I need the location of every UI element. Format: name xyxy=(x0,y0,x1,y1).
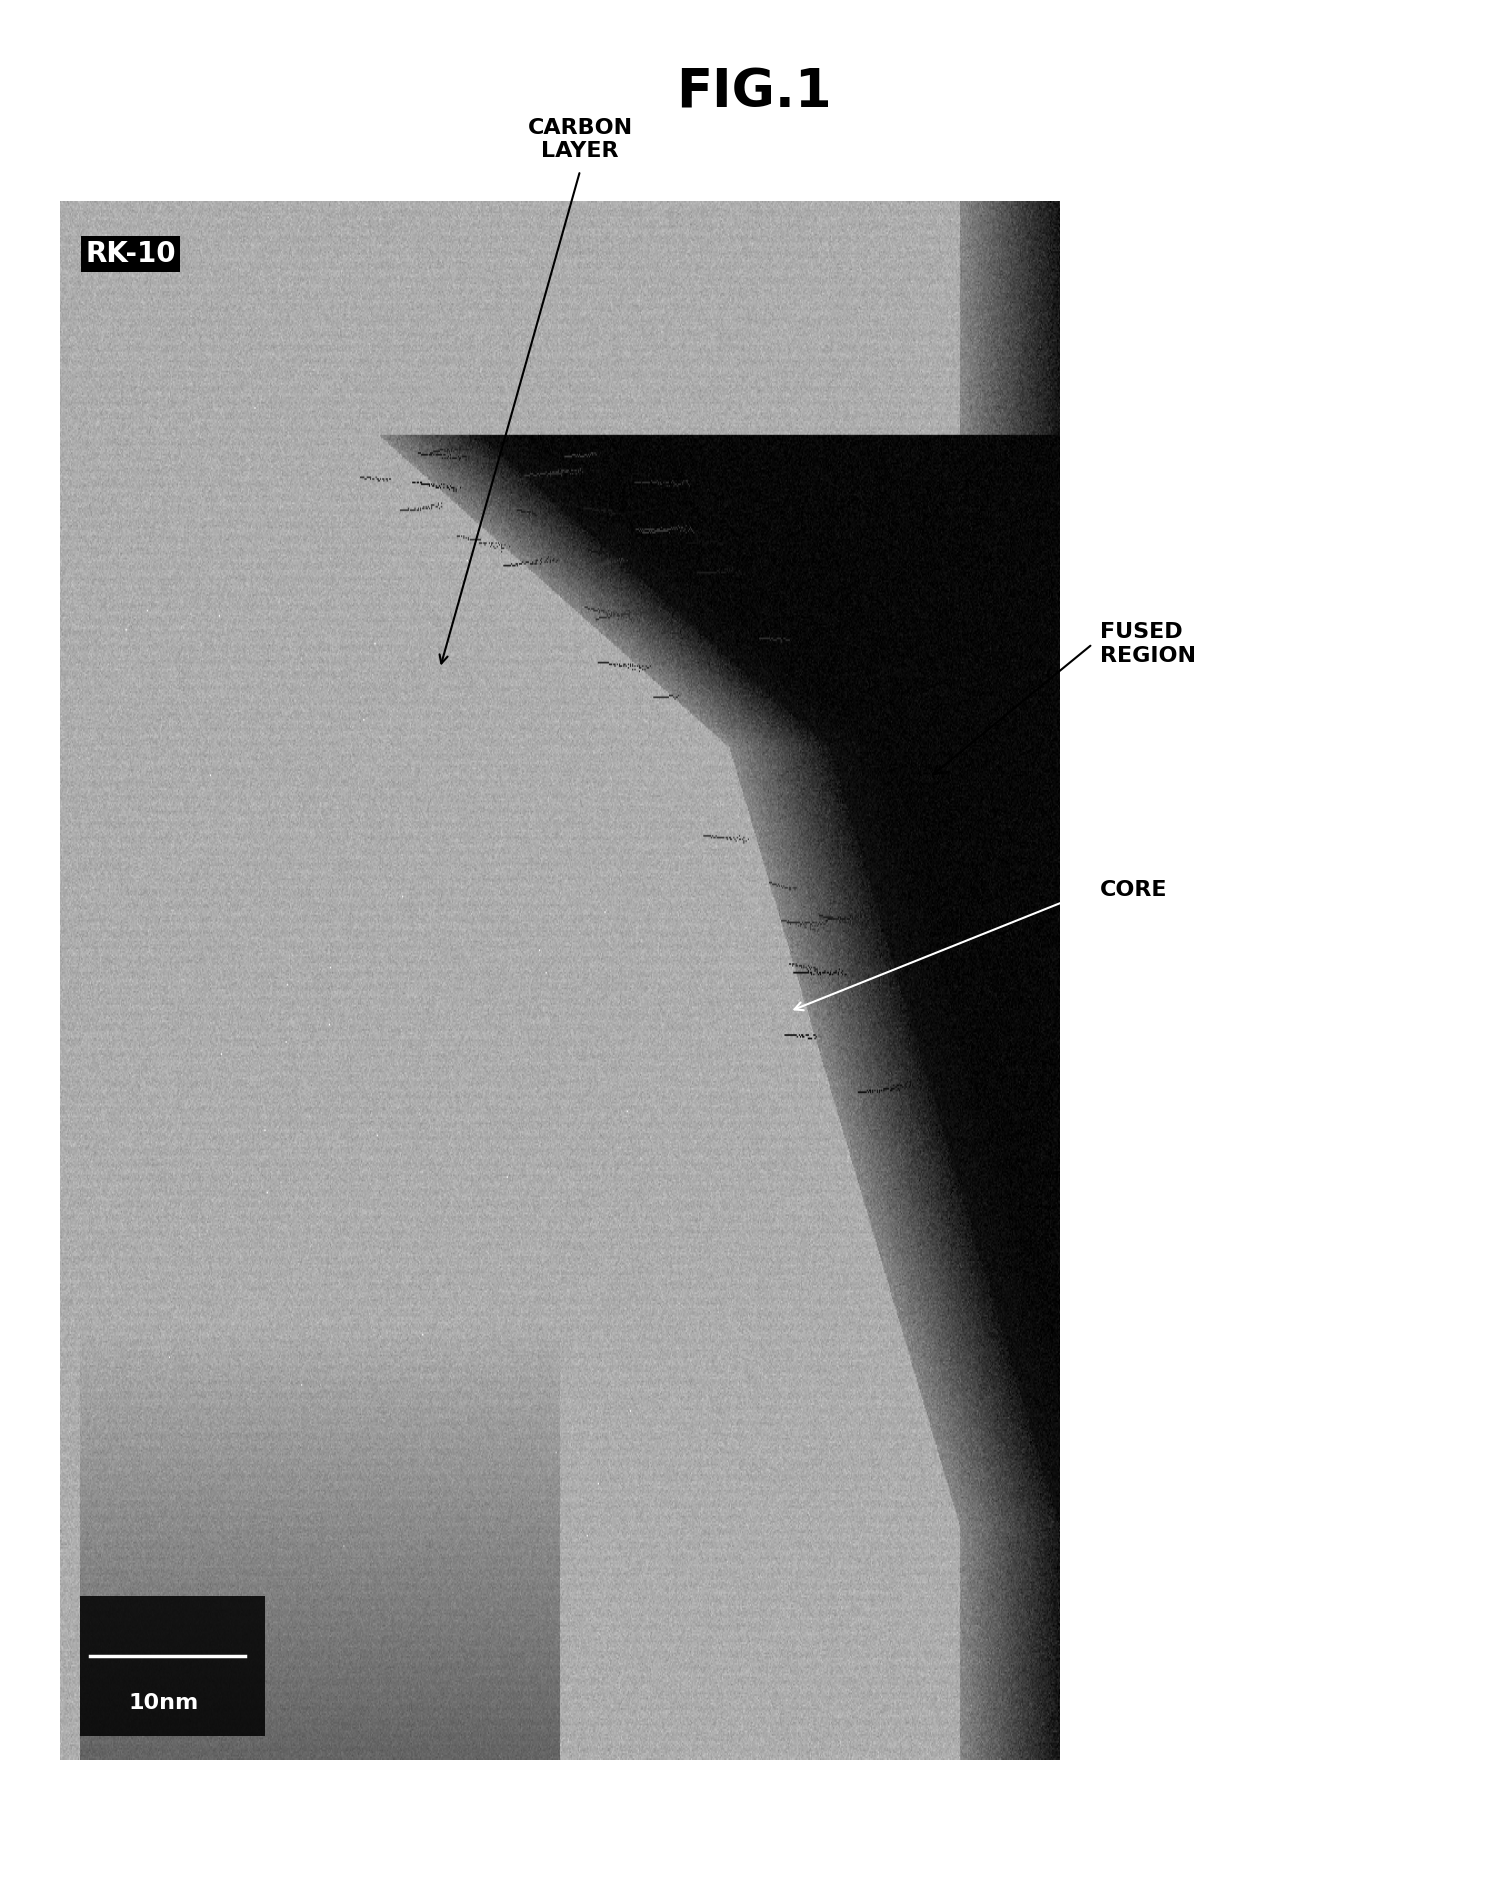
Text: CARBON
LAYER: CARBON LAYER xyxy=(527,117,633,161)
Text: RK-10: RK-10 xyxy=(86,241,176,267)
Text: 10nm: 10nm xyxy=(128,1693,199,1712)
Text: FUSED
REGION: FUSED REGION xyxy=(1100,623,1197,665)
Text: CORE: CORE xyxy=(1100,881,1168,900)
Bar xyxy=(80,1597,265,1737)
Text: FIG.1: FIG.1 xyxy=(675,66,832,117)
